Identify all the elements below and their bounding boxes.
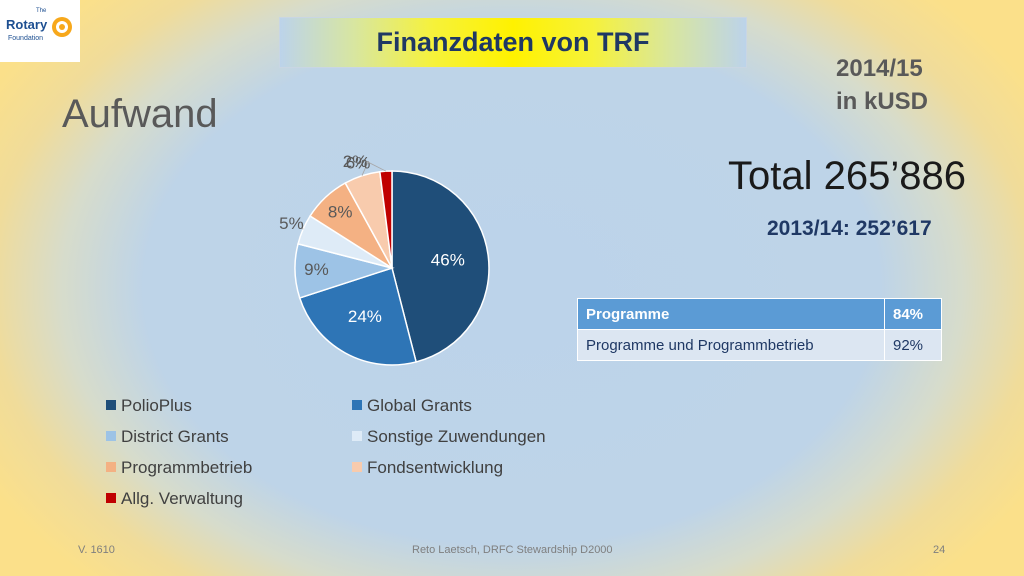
legend-label: Sonstige Zuwendungen [367, 427, 546, 446]
pie-data-label-0: 46% [431, 250, 465, 269]
slide-heading: Aufwand [62, 92, 218, 136]
legend-swatch [106, 400, 116, 410]
pie-slice-0 [391, 170, 490, 363]
period-label: 2014/15 in kUSD [836, 52, 928, 118]
legend-swatch [106, 462, 116, 472]
pie-slice-1 [298, 267, 418, 366]
legend-item: Global Grants [352, 396, 472, 416]
pie-leader-line-3 [301, 222, 304, 230]
legend-item: Allg. Verwaltung [106, 489, 243, 509]
expense-pie-chart: 46% 24% 9% 5% 8% 6%2% [279, 152, 490, 366]
logo-sub: Foundation [8, 35, 44, 42]
legend-item: District Grants [106, 427, 229, 447]
legend-swatch [106, 493, 116, 503]
pie-data-label-5: 6% [346, 153, 371, 172]
legend-item: Programmbetrieb [106, 458, 252, 478]
legend-label: Fondsentwicklung [367, 458, 504, 477]
period-year: 2014/15 [836, 55, 923, 82]
legend-swatch [352, 400, 362, 410]
total-amount: Total 265’886 [728, 154, 966, 198]
legend-label: Global Grants [367, 396, 472, 415]
legend-swatch [106, 431, 116, 441]
pie-data-label-3: 5% [279, 214, 304, 233]
banner-title: Finanzdaten von TRF [376, 27, 650, 57]
legend-label: Programmbetrieb [121, 458, 253, 477]
legend-item: Fondsentwicklung [352, 458, 503, 478]
legend-swatch [352, 431, 362, 441]
legend-label: District Grants [121, 427, 229, 446]
previous-year-total: 2013/14: 252’617 [767, 217, 932, 240]
legend-label: Allg. Verwaltung [121, 489, 243, 508]
table-row: Programme und Programmbetrieb 92% [577, 329, 942, 361]
title-banner: Finanzdaten von TRF [279, 17, 747, 68]
pie-data-label-6: 2% [343, 152, 368, 171]
legend-swatch [352, 462, 362, 472]
logo-name: Rotary [6, 17, 48, 32]
table-cell-label: Programme [577, 298, 885, 330]
period-unit: in kUSD [836, 88, 929, 115]
table-cell-value: 92% [884, 329, 942, 361]
legend-label: PolioPlus [121, 396, 192, 415]
rotary-wheel-icon [52, 17, 72, 37]
table-cell-label: Programme und Programmbetrieb [577, 329, 885, 361]
legend-item: PolioPlus [106, 396, 192, 416]
footer-author: Reto Laetsch, DRFC Stewardship D2000 [412, 544, 613, 556]
legend-item: Sonstige Zuwendungen [352, 427, 546, 447]
pie-slice-6 [379, 170, 393, 269]
table-row: Programme 84% [577, 298, 942, 330]
pie-leader-line-6 [364, 160, 387, 172]
program-share-table: Programme 84% Programme und Programmbetr… [577, 298, 942, 361]
footer-version: V. 1610 [78, 544, 115, 556]
footer-page-number: 24 [933, 544, 946, 556]
pie-leader-line-5 [361, 161, 369, 176]
pie-data-label-1: 24% [348, 307, 382, 326]
pie-data-label-2: 9% [304, 260, 329, 279]
logo-the: The [36, 8, 47, 14]
table-cell-value: 84% [884, 298, 942, 330]
pie-data-label-4: 8% [328, 202, 353, 221]
rotary-foundation-logo: The Rotary Foundation [0, 0, 80, 62]
